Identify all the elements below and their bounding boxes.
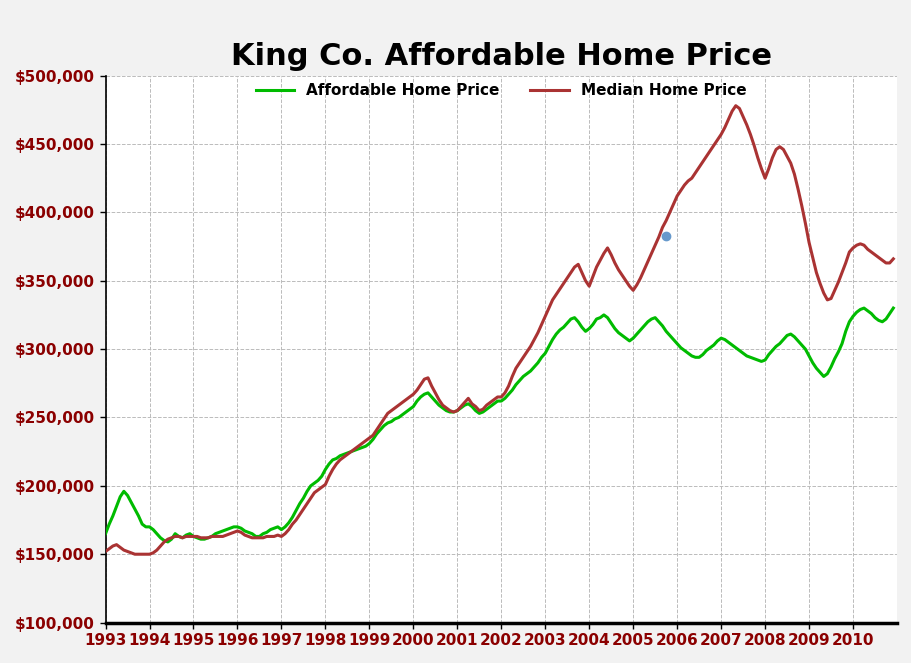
Median Home Price [558,280,568,288]
Title: King Co. Affordable Home Price: King Co. Affordable Home Price [230,42,771,70]
Affordable Home Price [770,342,781,350]
Line: Median Home Price: Median Home Price [106,105,893,554]
Affordable Home Price [100,530,111,538]
Legend: Affordable Home Price, Median Home Price: Affordable Home Price, Median Home Price [256,84,745,98]
Affordable Home Price [857,304,868,312]
Median Home Price [280,530,291,538]
Median Home Price [100,548,111,556]
Median Home Price [708,141,719,149]
Affordable Home Price [302,487,312,495]
Median Home Price [129,550,140,558]
Affordable Home Price [162,538,173,546]
Affordable Home Price [887,304,898,312]
Affordable Home Price [550,330,561,338]
Affordable Home Price [708,341,719,349]
Median Home Price [887,255,898,263]
Median Home Price [730,101,741,109]
Line: Affordable Home Price: Affordable Home Price [106,308,893,542]
Median Home Price [773,143,784,151]
Median Home Price [302,500,312,508]
Affordable Home Price [280,523,291,531]
Median Home Price [550,290,561,298]
Affordable Home Price [558,324,568,332]
